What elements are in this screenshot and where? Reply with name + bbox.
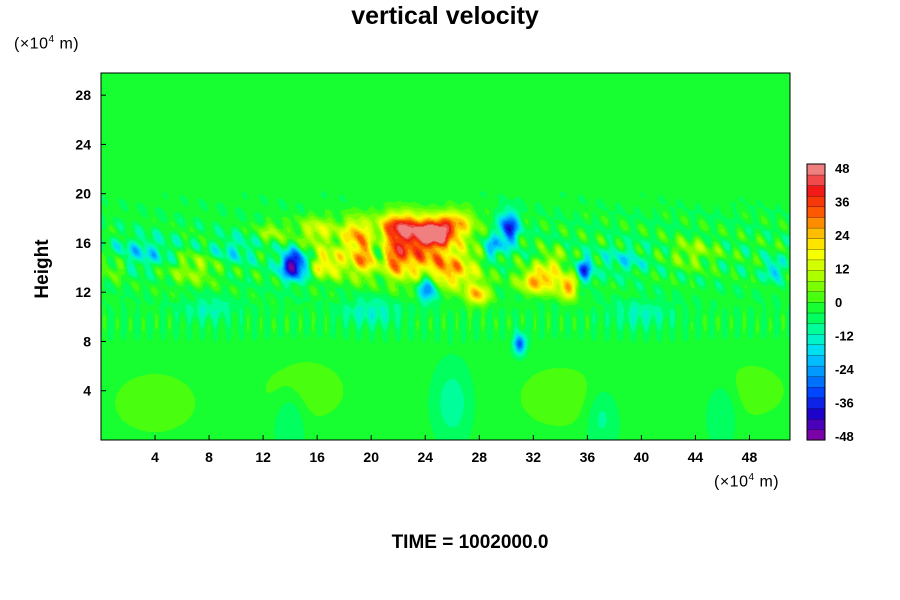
colorbar-swatch [806,259,826,271]
colorbar-swatch [806,195,826,208]
y-unit-label: (×104 m) [14,34,79,53]
colorbar-swatch [806,312,826,324]
y-unit-exponent: 4 [48,34,55,45]
colorbar-swatch [806,344,826,356]
colorbar-tick-label: 24 [835,228,850,243]
x-tick-label: 36 [580,449,596,465]
x-tick-label: 4 [151,449,159,465]
colorbar-swatch [806,216,826,229]
colorbar-swatch [806,354,826,367]
heatmap-raster [101,73,790,440]
colorbar-frame [806,163,826,441]
colorbar-tick-label: -48 [835,429,854,444]
time-label: TIME = 1002000.0 [391,532,549,553]
colorbar-tick-label: -12 [835,329,854,344]
colorbar-swatch [806,248,826,261]
x-tick-label: 8 [205,449,213,465]
colorbar-swatch [806,386,826,399]
colorbar-swatch [806,185,826,197]
colorbar-tick-label: -36 [835,396,854,411]
y-tick-label: 16 [75,235,91,251]
colorbar-swatch [806,333,826,346]
x-tick-label: 16 [309,449,325,465]
plot-frame [100,72,791,441]
colorbar-swatch [806,301,826,314]
colorbar-swatch [806,238,826,250]
colorbar-swatch [806,280,826,292]
colorbar-swatch [806,206,826,218]
colorbar-swatch [806,227,826,239]
y-unit-suffix: m) [54,35,80,53]
x-unit-label: (×104 m) [714,472,779,491]
colorbar-swatch [806,418,826,430]
x-unit-exponent: 4 [748,472,755,483]
x-tick-label: 48 [742,449,758,465]
colorbar-swatch [806,408,826,420]
colorbar-swatch [806,270,826,282]
heatmap-field [101,73,790,440]
x-tick-label: 40 [634,449,650,465]
x-tick-label: 12 [255,449,271,465]
x-tick-label: 44 [688,449,704,465]
y-tick-label: 8 [83,333,91,349]
colorbar: 48 36 24 12 0 -12 -24 -36 -48 [806,161,855,444]
colorbar-tick-label: 0 [835,295,842,310]
colorbar-swatch [806,323,826,335]
colorbar-swatch [806,174,826,186]
x-tick-label: 20 [363,449,379,465]
y-tick-label: 4 [83,383,91,399]
colorbar-tick-label: 48 [835,161,849,176]
x-unit-suffix: m) [754,473,780,491]
colorbar-tick-label: -24 [835,362,855,377]
y-tick-label: 24 [75,136,91,152]
colorbar-swatch [806,365,826,377]
y-tick-label: 12 [75,284,91,300]
y-unit-prefix: (×10 [14,35,49,53]
y-tick-label: 20 [75,186,91,202]
colorbar-swatch [806,376,826,388]
x-tick-label: 28 [471,449,487,465]
colorbar-swatch [806,291,826,303]
x-tick-label: 32 [526,449,542,465]
colorbar-swatch [806,163,826,176]
colorbar-tick-label: 12 [835,262,849,277]
colorbar-swatch [806,429,826,441]
colorbar-swatch [806,397,826,409]
x-unit-prefix: (×10 [714,473,749,491]
chart-title: vertical velocity [351,2,539,30]
colorbar-tick-label: 36 [835,195,849,210]
x-tick-label: 24 [417,449,433,465]
y-tick-label: 28 [75,87,91,103]
